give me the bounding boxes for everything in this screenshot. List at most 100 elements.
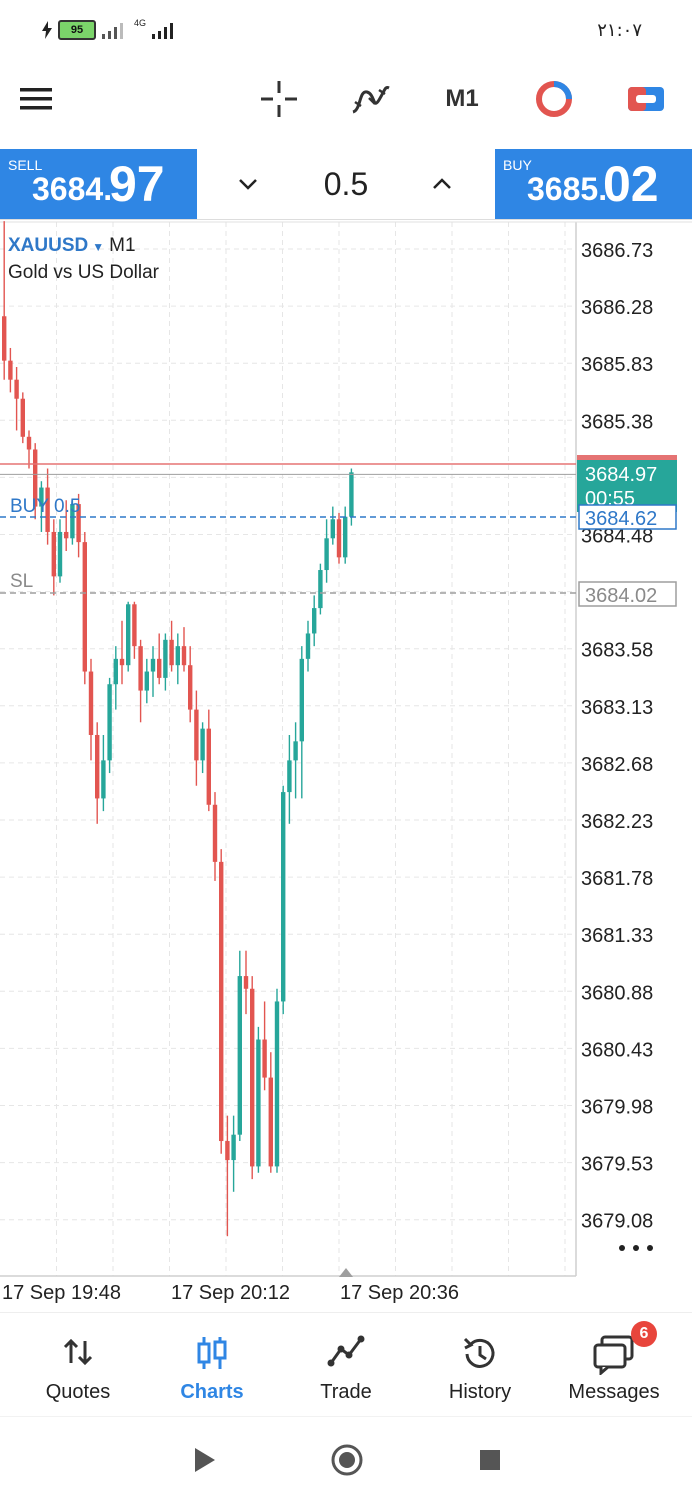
candle-body <box>324 538 329 571</box>
candle-body <box>82 542 87 672</box>
nav-charts-label: Charts <box>180 1381 244 1403</box>
nav-quotes[interactable]: Quotes <box>9 1313 147 1417</box>
nav-messages-label: Messages <box>568 1381 660 1403</box>
candle-body <box>312 608 317 634</box>
crosshair-icon <box>261 81 297 117</box>
one-click-trade-panel: SELL 3684. 97 0.5 BUY 3685. 02 <box>0 149 692 220</box>
nav-quotes-label: Quotes <box>45 1381 111 1403</box>
trade-panel-icon <box>628 87 664 111</box>
candle-body <box>119 658 125 666</box>
lot-size-input[interactable]: 0.5 <box>323 166 369 202</box>
stop-loss-label: SL <box>10 571 33 592</box>
y-axis-tick-label: 3679.98 <box>581 1097 653 1119</box>
sell-button[interactable]: SELL 3684. 97 <box>0 149 197 219</box>
nav-charts[interactable]: Charts <box>143 1313 281 1417</box>
y-axis-tick-label: 3682.23 <box>581 811 653 833</box>
candle-body <box>26 436 32 450</box>
buy-price-pips: 02 <box>603 156 659 212</box>
timeframe-button[interactable]: M1 <box>436 62 488 136</box>
stop-loss-price-tag-label: 3684.02 <box>585 585 657 607</box>
candle-body <box>243 976 249 989</box>
sell-price-main: 3684. <box>32 171 113 207</box>
candle-body <box>107 684 112 761</box>
menu-button[interactable] <box>10 62 62 136</box>
more-options-dot[interactable] <box>633 1245 639 1251</box>
candle-body <box>305 633 311 659</box>
candle-body <box>144 671 149 691</box>
candle-body <box>70 504 75 539</box>
y-axis-tick-label: 3682.68 <box>581 754 653 776</box>
candle-body <box>268 1077 273 1167</box>
candle-body <box>262 1039 267 1078</box>
candle-body <box>231 1134 236 1161</box>
candle-body <box>88 671 94 735</box>
candle-body <box>64 531 69 539</box>
candle-body <box>250 988 255 1167</box>
y-axis-tick-label: 3680.43 <box>581 1039 653 1061</box>
buy-price-main: 3685. <box>527 171 608 207</box>
recents-square-icon[interactable] <box>479 1449 501 1471</box>
candle-body <box>20 398 25 437</box>
candle-body <box>237 976 242 1135</box>
lot-decrease-button[interactable] <box>233 169 263 199</box>
candle-body <box>169 639 174 666</box>
candle-body <box>225 1141 230 1161</box>
candle-body <box>256 1039 261 1167</box>
candle-body <box>126 604 131 666</box>
candle-body <box>45 487 50 532</box>
candle-body <box>101 760 106 799</box>
candle-body <box>330 519 335 539</box>
y-axis-tick-label: 3681.78 <box>581 868 653 890</box>
candle-body <box>200 728 205 761</box>
candle-body <box>2 316 7 361</box>
clock: ٢١:٠٧ <box>597 20 642 41</box>
chart-symbol-header[interactable]: XAUUSD ▼ M1 <box>8 235 136 257</box>
messages-badge: 6 <box>631 1321 657 1347</box>
messages-icon <box>593 1335 634 1375</box>
candle-body <box>150 658 156 672</box>
candle-body <box>194 709 199 761</box>
back-triangle-icon[interactable] <box>193 1447 217 1473</box>
chart-toolbar: M1 <box>0 62 692 148</box>
buy-price-tag <box>578 504 677 530</box>
one-click-trading-button[interactable] <box>530 62 578 136</box>
current-price-box <box>577 460 677 512</box>
candle-body <box>157 658 162 678</box>
candle-body <box>336 519 342 558</box>
trade-panel-button[interactable] <box>622 62 670 136</box>
buy-button[interactable]: BUY 3685. 02 <box>495 149 692 219</box>
signal-icon <box>102 23 123 39</box>
more-options-dot[interactable] <box>647 1245 653 1251</box>
candle-body <box>181 646 187 666</box>
lot-increase-button[interactable] <box>427 169 457 199</box>
nav-trade[interactable]: Trade <box>277 1313 415 1417</box>
nav-messages[interactable]: 6 Messages <box>545 1313 683 1417</box>
candle-body <box>299 658 304 742</box>
system-navigation-bar <box>0 1416 692 1501</box>
y-axis-tick-label: 3686.73 <box>581 240 653 262</box>
buy-price-tag-label: 3684.62 <box>585 508 657 530</box>
y-axis-tick-label: 3683.58 <box>581 640 653 662</box>
candle-body <box>14 379 19 399</box>
y-axis-tick-label: 3681.33 <box>581 925 653 947</box>
home-circle-icon[interactable] <box>331 1444 363 1476</box>
symbol-timeframe: M1 <box>109 235 136 256</box>
candle-body <box>212 804 218 862</box>
battery-icon: 95 <box>58 20 96 40</box>
indicators-button[interactable] <box>346 62 396 136</box>
x-axis-tick-label: 17 Sep 20:12 <box>171 1282 290 1304</box>
hamburger-icon <box>20 88 52 110</box>
trade-icon <box>327 1335 365 1367</box>
x-axis-tick-label: 17 Sep 19:48 <box>2 1282 121 1304</box>
candle-body <box>281 792 286 1002</box>
crosshair-button[interactable] <box>255 62 303 136</box>
buy-position-label: BUY 0.5 <box>10 496 80 517</box>
symbol-description: Gold vs US Dollar <box>8 262 159 283</box>
indicators-icon <box>352 86 390 114</box>
price-chart[interactable]: 3686.733686.283685.833685.383684.933684.… <box>0 220 692 1310</box>
nav-history[interactable]: History <box>411 1313 549 1417</box>
y-axis-tick-label: 3685.38 <box>581 411 653 433</box>
candle-body <box>318 570 323 609</box>
more-options-dot[interactable] <box>619 1245 625 1251</box>
current-price-label: 3684.97 <box>585 464 657 486</box>
